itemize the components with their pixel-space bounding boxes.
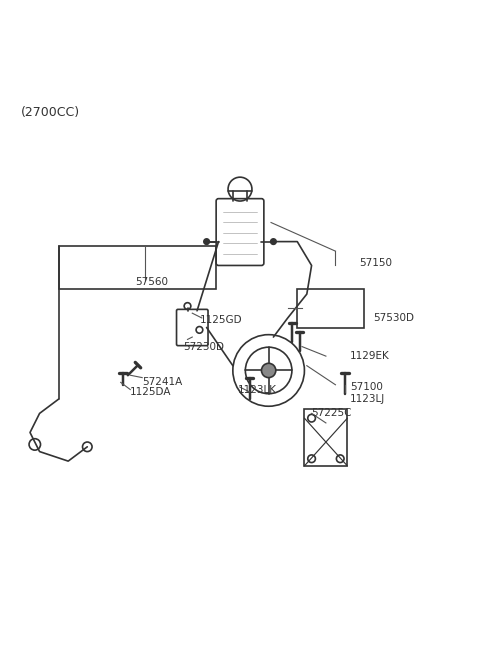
Text: 57241A: 57241A [142,377,182,387]
Text: 57560: 57560 [135,277,168,287]
Circle shape [262,364,276,378]
Text: 1125GD: 1125GD [199,315,242,326]
FancyBboxPatch shape [297,290,364,328]
Bar [59,246,216,290]
Text: 57230D: 57230D [183,342,224,352]
FancyBboxPatch shape [216,198,264,265]
Text: 1123LJ: 1123LJ [350,394,385,404]
Text: 57225C: 57225C [312,409,352,419]
Text: 57530D: 57530D [373,313,415,323]
Text: 57150: 57150 [360,258,392,268]
Text: 1123LK: 1123LK [238,384,276,394]
Circle shape [204,238,209,244]
Text: (2700CC): (2700CC) [21,105,80,119]
Text: 57100: 57100 [350,382,383,392]
FancyBboxPatch shape [304,409,348,466]
FancyBboxPatch shape [177,309,208,346]
Circle shape [271,238,276,244]
Text: 1125DA: 1125DA [130,387,172,397]
Text: 1129EK: 1129EK [350,351,389,361]
